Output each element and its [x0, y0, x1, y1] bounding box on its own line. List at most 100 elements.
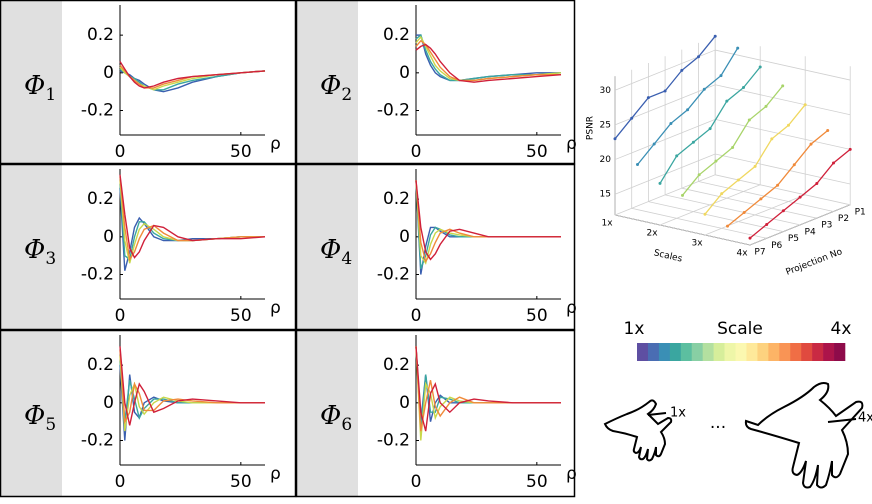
surface-point	[713, 34, 717, 38]
surface-point	[792, 163, 796, 167]
x-tick-label: 50	[526, 472, 548, 492]
surface-point	[719, 74, 723, 78]
x-axis-label: ρ	[566, 464, 577, 484]
x-axis-label: ρ	[566, 134, 577, 154]
panel-border	[0, 329, 297, 498]
curve	[119, 61, 266, 89]
surface-point	[702, 87, 706, 91]
x-tick-label: 1x	[601, 219, 613, 229]
y-tick-label: -0.2	[81, 265, 114, 285]
curve	[119, 184, 265, 261]
surface-point	[848, 147, 852, 151]
surface-point	[832, 161, 835, 165]
curve	[119, 187, 265, 271]
panel-border	[0, 163, 297, 331]
surface-point	[697, 173, 701, 177]
z-tick-label: 25	[600, 120, 611, 130]
category-label: P3	[821, 221, 832, 231]
x-tick-label: 0	[411, 472, 422, 492]
curve	[119, 70, 266, 93]
colorbar-swatch	[812, 343, 824, 361]
colorbar-swatch	[669, 343, 682, 361]
colorbar-title: Scale	[717, 319, 763, 339]
curve	[119, 174, 266, 259]
label-strip	[0, 164, 62, 330]
surface-point	[787, 123, 790, 127]
label-strip	[0, 0, 62, 164]
x-axis-label: ρ	[270, 464, 281, 484]
y-tick-label: 0.2	[87, 189, 114, 209]
z-tick-label: 20	[600, 155, 612, 165]
floor-grid-line	[614, 214, 751, 246]
panel-label-subscript: 3	[45, 249, 56, 269]
surface-point	[697, 55, 700, 59]
colorbar-swatch	[746, 343, 758, 361]
x-axis-label: ρ	[566, 298, 577, 318]
curve	[415, 180, 561, 265]
y-tick-label: -0.2	[377, 265, 410, 285]
colorbar-swatch	[713, 343, 725, 361]
surface-point	[720, 192, 724, 196]
panel-label: Φ6	[320, 401, 352, 435]
panel-border	[295, 0, 576, 165]
surface-point	[747, 118, 751, 122]
x-tick-label: 50	[526, 142, 548, 162]
surface-point	[815, 182, 819, 186]
panel-label-subscript: 1	[45, 85, 56, 105]
x-tick-label: 0	[411, 142, 422, 162]
y-tick-label: 0.2	[87, 355, 114, 375]
surface-line	[704, 104, 806, 215]
z-tick-label: 15	[600, 190, 611, 200]
x-tick-label: 50	[526, 306, 548, 326]
surface-point	[725, 99, 729, 103]
surface-point	[742, 86, 745, 90]
surface-point	[809, 142, 813, 146]
y-tick-label: -0.2	[377, 101, 410, 121]
surface-point	[681, 193, 684, 197]
curve	[415, 346, 561, 432]
surface-point	[798, 195, 802, 199]
x-tick-label: 3x	[691, 239, 703, 249]
y-tick-label: 0	[103, 227, 114, 247]
y-tick-label: 0	[103, 63, 114, 83]
large-scale-label: 4x	[858, 411, 872, 426]
curve	[415, 180, 561, 275]
surface-point	[663, 89, 667, 93]
panel-label-subscript: 6	[341, 415, 352, 435]
surface-point	[613, 137, 617, 141]
panel-label-symbol: Φ	[24, 235, 45, 265]
floor-grid-line	[681, 187, 817, 219]
x-tick-label: 50	[230, 306, 252, 326]
surface-point	[759, 197, 763, 201]
curve	[415, 43, 562, 83]
surface-point	[646, 96, 650, 100]
hand-illustration	[603, 382, 864, 489]
colorbar-swatch	[823, 343, 835, 361]
panel-label: Φ2	[320, 71, 352, 105]
surface-point	[742, 211, 746, 215]
label-strip	[296, 330, 358, 497]
x-tick-label: 0	[411, 306, 422, 326]
curve	[415, 346, 561, 432]
y-tick-label: -0.2	[377, 431, 410, 451]
colorbar-swatch	[779, 343, 791, 361]
y-tick-label: 0.2	[87, 25, 114, 45]
label-strip	[296, 164, 358, 330]
z-grid-line	[715, 153, 851, 185]
panel-label: Φ4	[320, 235, 352, 269]
colorbar-swatch	[691, 343, 703, 361]
category-label: P1	[855, 207, 866, 217]
surface-point	[736, 178, 740, 182]
panel-label-symbol: Φ	[24, 71, 45, 101]
large-hand-measure	[827, 418, 857, 423]
panel-border	[0, 0, 297, 165]
surface-point	[636, 163, 639, 167]
surface-point	[680, 68, 684, 72]
z-grid-line	[614, 118, 716, 160]
x-tick-label: 0	[115, 472, 126, 492]
surface-point	[776, 183, 780, 187]
category-label: P4	[805, 227, 816, 237]
curve	[415, 180, 561, 270]
surface-point	[726, 224, 729, 228]
panel-label-symbol: Φ	[320, 71, 341, 101]
